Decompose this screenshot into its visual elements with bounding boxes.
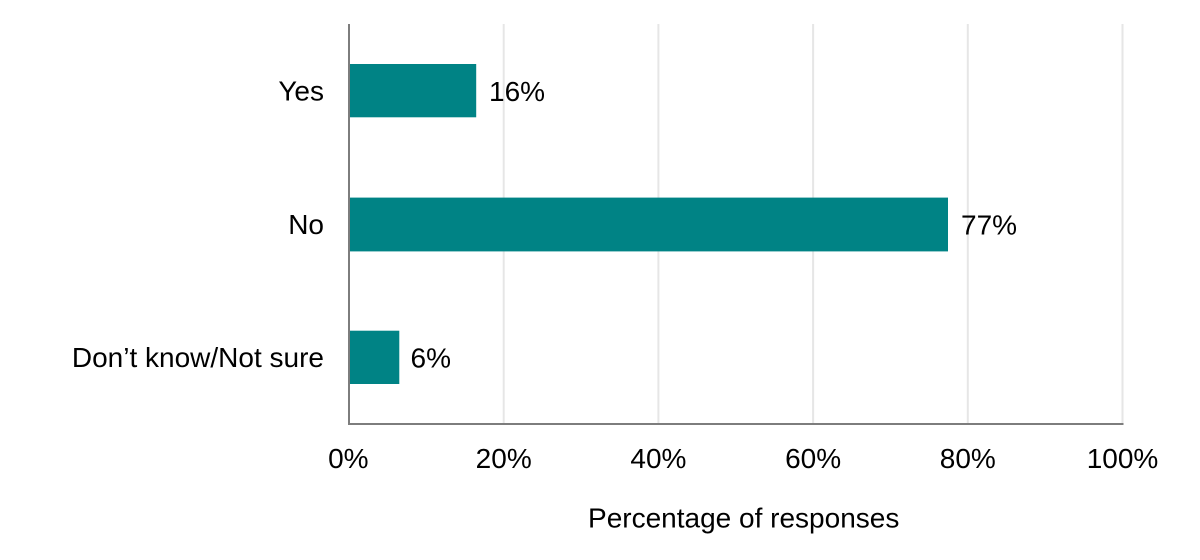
- svg-text:6%: 6%: [411, 343, 451, 374]
- svg-text:Don’t know/Not sure: Don’t know/Not sure: [72, 342, 324, 373]
- svg-text:80%: 80%: [940, 443, 996, 474]
- svg-text:60%: 60%: [785, 443, 841, 474]
- svg-text:40%: 40%: [630, 443, 686, 474]
- svg-text:100%: 100%: [1087, 443, 1159, 474]
- svg-text:16%: 16%: [489, 76, 545, 107]
- svg-text:0%: 0%: [328, 443, 368, 474]
- svg-text:20%: 20%: [476, 443, 532, 474]
- svg-text:Percentage of responses: Percentage of responses: [588, 502, 899, 533]
- svg-text:No: No: [288, 209, 324, 240]
- svg-text:77%: 77%: [961, 209, 1017, 240]
- svg-text:Yes: Yes: [278, 76, 324, 107]
